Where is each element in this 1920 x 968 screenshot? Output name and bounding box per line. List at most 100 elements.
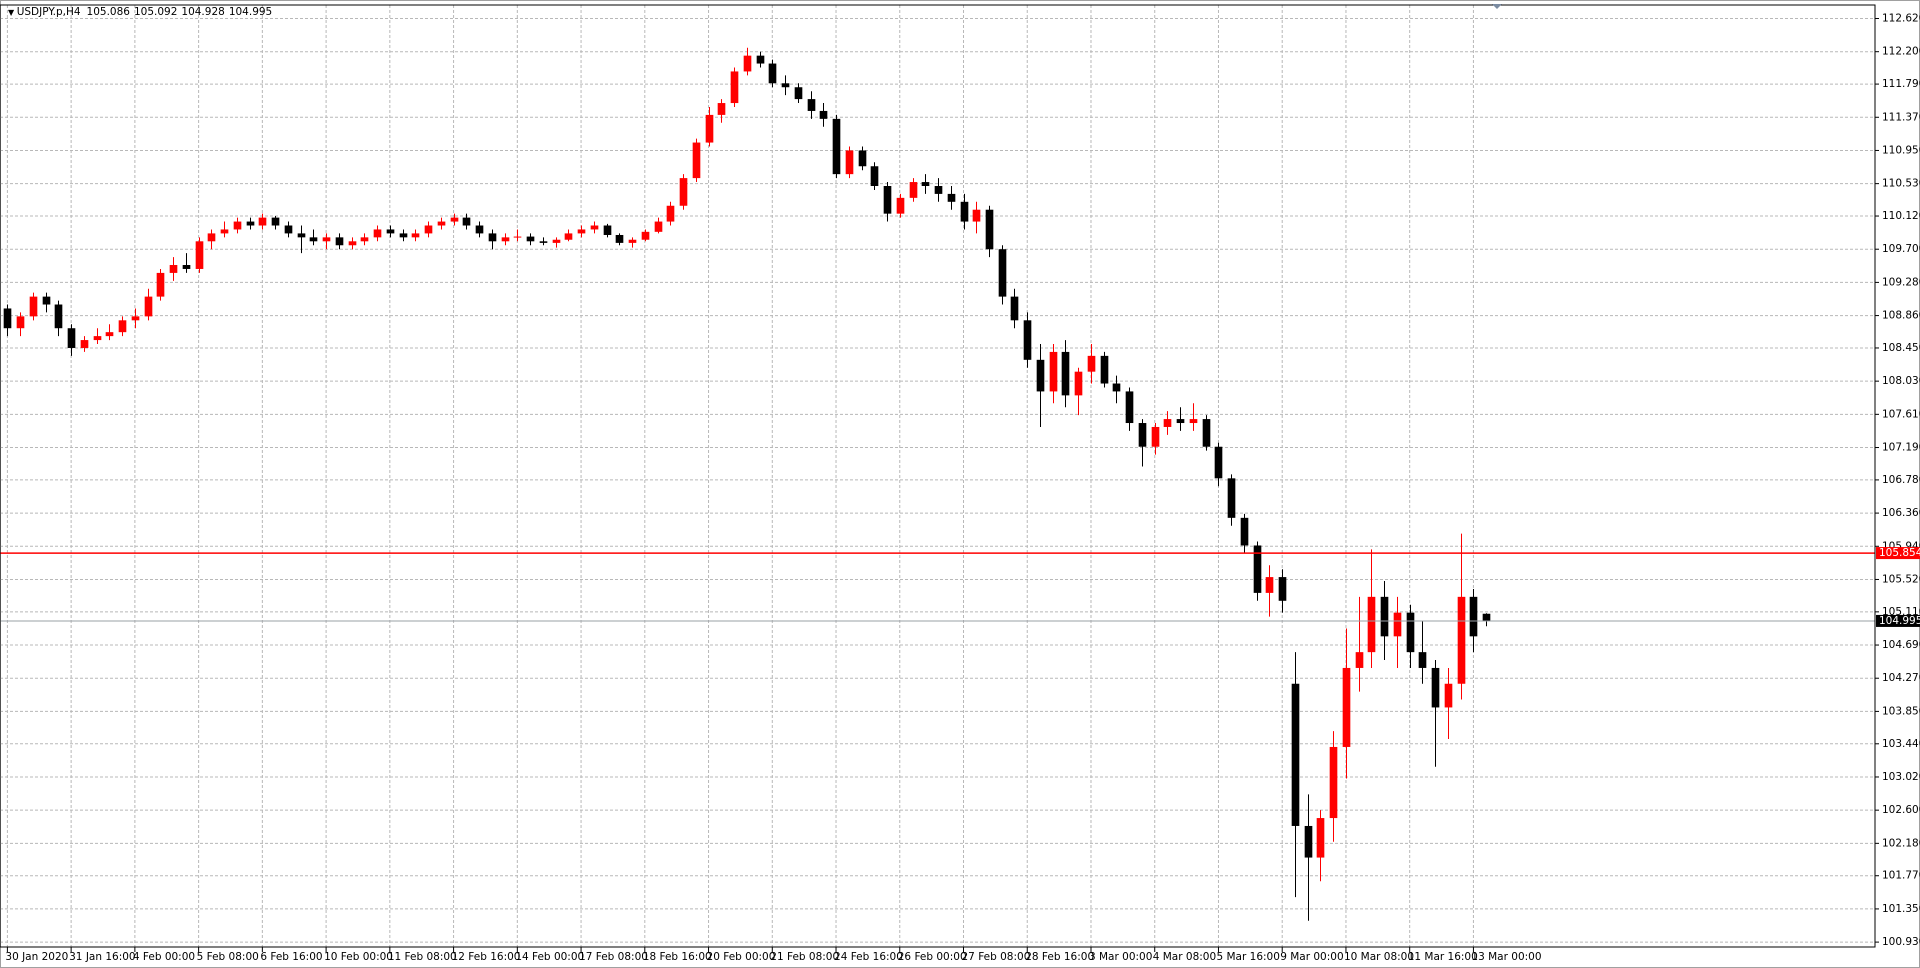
y-tick-label: 105.110 bbox=[1882, 606, 1920, 618]
x-tick-label: 24 Feb 16:00 bbox=[834, 951, 903, 963]
x-tick-label: 11 Feb 08:00 bbox=[388, 951, 457, 963]
candle-body bbox=[271, 217, 280, 226]
candle-body bbox=[909, 182, 918, 198]
candle-body bbox=[1023, 320, 1032, 360]
candle-body bbox=[462, 217, 471, 226]
x-tick-label: 12 Feb 16:00 bbox=[452, 951, 521, 963]
y-tick-label: 104.270 bbox=[1882, 672, 1920, 684]
y-tick-label: 109.280 bbox=[1882, 276, 1920, 288]
candle-body bbox=[539, 241, 548, 243]
candle-body bbox=[654, 221, 663, 232]
y-tick-label: 102.600 bbox=[1882, 804, 1920, 816]
candle-body bbox=[156, 272, 165, 297]
y-tick-label: 106.360 bbox=[1882, 507, 1920, 519]
x-tick-label: 10 Mar 08:00 bbox=[1344, 951, 1414, 963]
candle-body bbox=[1151, 426, 1160, 447]
x-tick-label: 27 Feb 08:00 bbox=[962, 951, 1031, 963]
low: 104.928 bbox=[181, 6, 224, 18]
y-tick-label: 112.620 bbox=[1882, 13, 1920, 25]
candle-body bbox=[131, 316, 140, 321]
candle-body bbox=[233, 221, 242, 230]
candle-body bbox=[666, 205, 675, 222]
candle-body bbox=[845, 150, 854, 175]
candle-body bbox=[1061, 351, 1070, 396]
open: 105.086 bbox=[87, 6, 131, 18]
x-tick-label: 20 Feb 00:00 bbox=[707, 951, 776, 963]
level-label-box bbox=[1876, 547, 1920, 560]
candle-body bbox=[1214, 446, 1223, 479]
candle-body bbox=[399, 233, 408, 238]
candle-body bbox=[615, 234, 624, 243]
y-tick-label: 100.930 bbox=[1882, 936, 1920, 948]
x-tick-label: 30 Jan 2020 bbox=[5, 951, 68, 963]
candle-body bbox=[501, 237, 510, 242]
level-label: 105.854 bbox=[1879, 547, 1920, 559]
candle-body bbox=[1074, 371, 1083, 396]
candle-body bbox=[717, 103, 726, 115]
candle-body bbox=[1342, 667, 1351, 747]
candle-body bbox=[1240, 517, 1249, 546]
y-tick-label: 103.440 bbox=[1882, 738, 1920, 750]
candle-body bbox=[1393, 612, 1402, 637]
x-tick-label: 28 Feb 16:00 bbox=[1025, 951, 1094, 963]
candle-body bbox=[1227, 478, 1236, 518]
y-tick-label: 111.790 bbox=[1882, 78, 1920, 90]
chart-header: ▼ USDJPY.p,H4 105.086 105.092 104.928 104.99… bbox=[8, 6, 272, 18]
candle-body bbox=[220, 229, 229, 234]
candle-body bbox=[1316, 818, 1325, 858]
candle-body bbox=[54, 304, 63, 329]
candle-body bbox=[972, 209, 981, 222]
x-tick-label: 11 Mar 16:00 bbox=[1408, 951, 1478, 963]
candle-body bbox=[526, 236, 535, 242]
y-tick-label: 112.200 bbox=[1882, 46, 1920, 58]
shift-marker bbox=[1492, 4, 1502, 9]
candle-body bbox=[934, 186, 943, 194]
candle-body bbox=[1163, 419, 1172, 427]
candle-body bbox=[960, 201, 969, 222]
candle-body bbox=[297, 233, 306, 238]
candle-body bbox=[985, 209, 994, 250]
candle-body bbox=[743, 55, 752, 72]
x-tick-label: 10 Feb 00:00 bbox=[324, 951, 393, 963]
candle-body bbox=[411, 233, 420, 238]
candle-body bbox=[1202, 419, 1211, 447]
candle-body bbox=[1087, 355, 1096, 372]
price-label: 104.995 bbox=[1879, 615, 1920, 627]
candle-body bbox=[3, 308, 12, 329]
candle-body bbox=[590, 225, 599, 230]
candle-body bbox=[756, 55, 765, 64]
candle-body bbox=[488, 233, 497, 242]
candle-body bbox=[1457, 596, 1466, 684]
candle-body bbox=[1112, 383, 1121, 392]
y-tick-label: 104.690 bbox=[1882, 639, 1920, 651]
candle-body bbox=[921, 182, 930, 187]
x-tick-label: 4 Mar 08:00 bbox=[1153, 951, 1216, 963]
candle-body bbox=[870, 166, 879, 187]
candle-body bbox=[16, 316, 25, 329]
x-tick-label: 5 Feb 08:00 bbox=[197, 951, 259, 963]
candle-body bbox=[1418, 652, 1427, 668]
x-tick-label: 5 Mar 16:00 bbox=[1216, 951, 1279, 963]
symbol: USDJPY.p,H4 bbox=[17, 6, 81, 18]
candle-body bbox=[692, 142, 701, 179]
candle-body bbox=[1367, 596, 1376, 653]
y-tick-label: 110.120 bbox=[1882, 210, 1920, 222]
candle-body bbox=[794, 87, 803, 100]
plot-border bbox=[0, 4, 1876, 948]
candle-body bbox=[513, 236, 522, 238]
candle-body bbox=[768, 63, 777, 84]
x-tick-label: 14 Feb 00:00 bbox=[515, 951, 584, 963]
candle-body bbox=[373, 229, 382, 238]
candle-body bbox=[628, 239, 637, 243]
y-tick-label: 111.370 bbox=[1882, 111, 1920, 123]
y-tick-label: 110.950 bbox=[1882, 144, 1920, 156]
candle-body bbox=[1406, 612, 1415, 653]
candle-body bbox=[603, 225, 612, 235]
y-tick-label: 102.180 bbox=[1882, 837, 1920, 849]
y-tick-label: 108.450 bbox=[1882, 342, 1920, 354]
candle-body bbox=[450, 217, 459, 222]
x-tick-label: 13 Mar 00:00 bbox=[1471, 951, 1541, 963]
candle-body bbox=[858, 150, 867, 167]
